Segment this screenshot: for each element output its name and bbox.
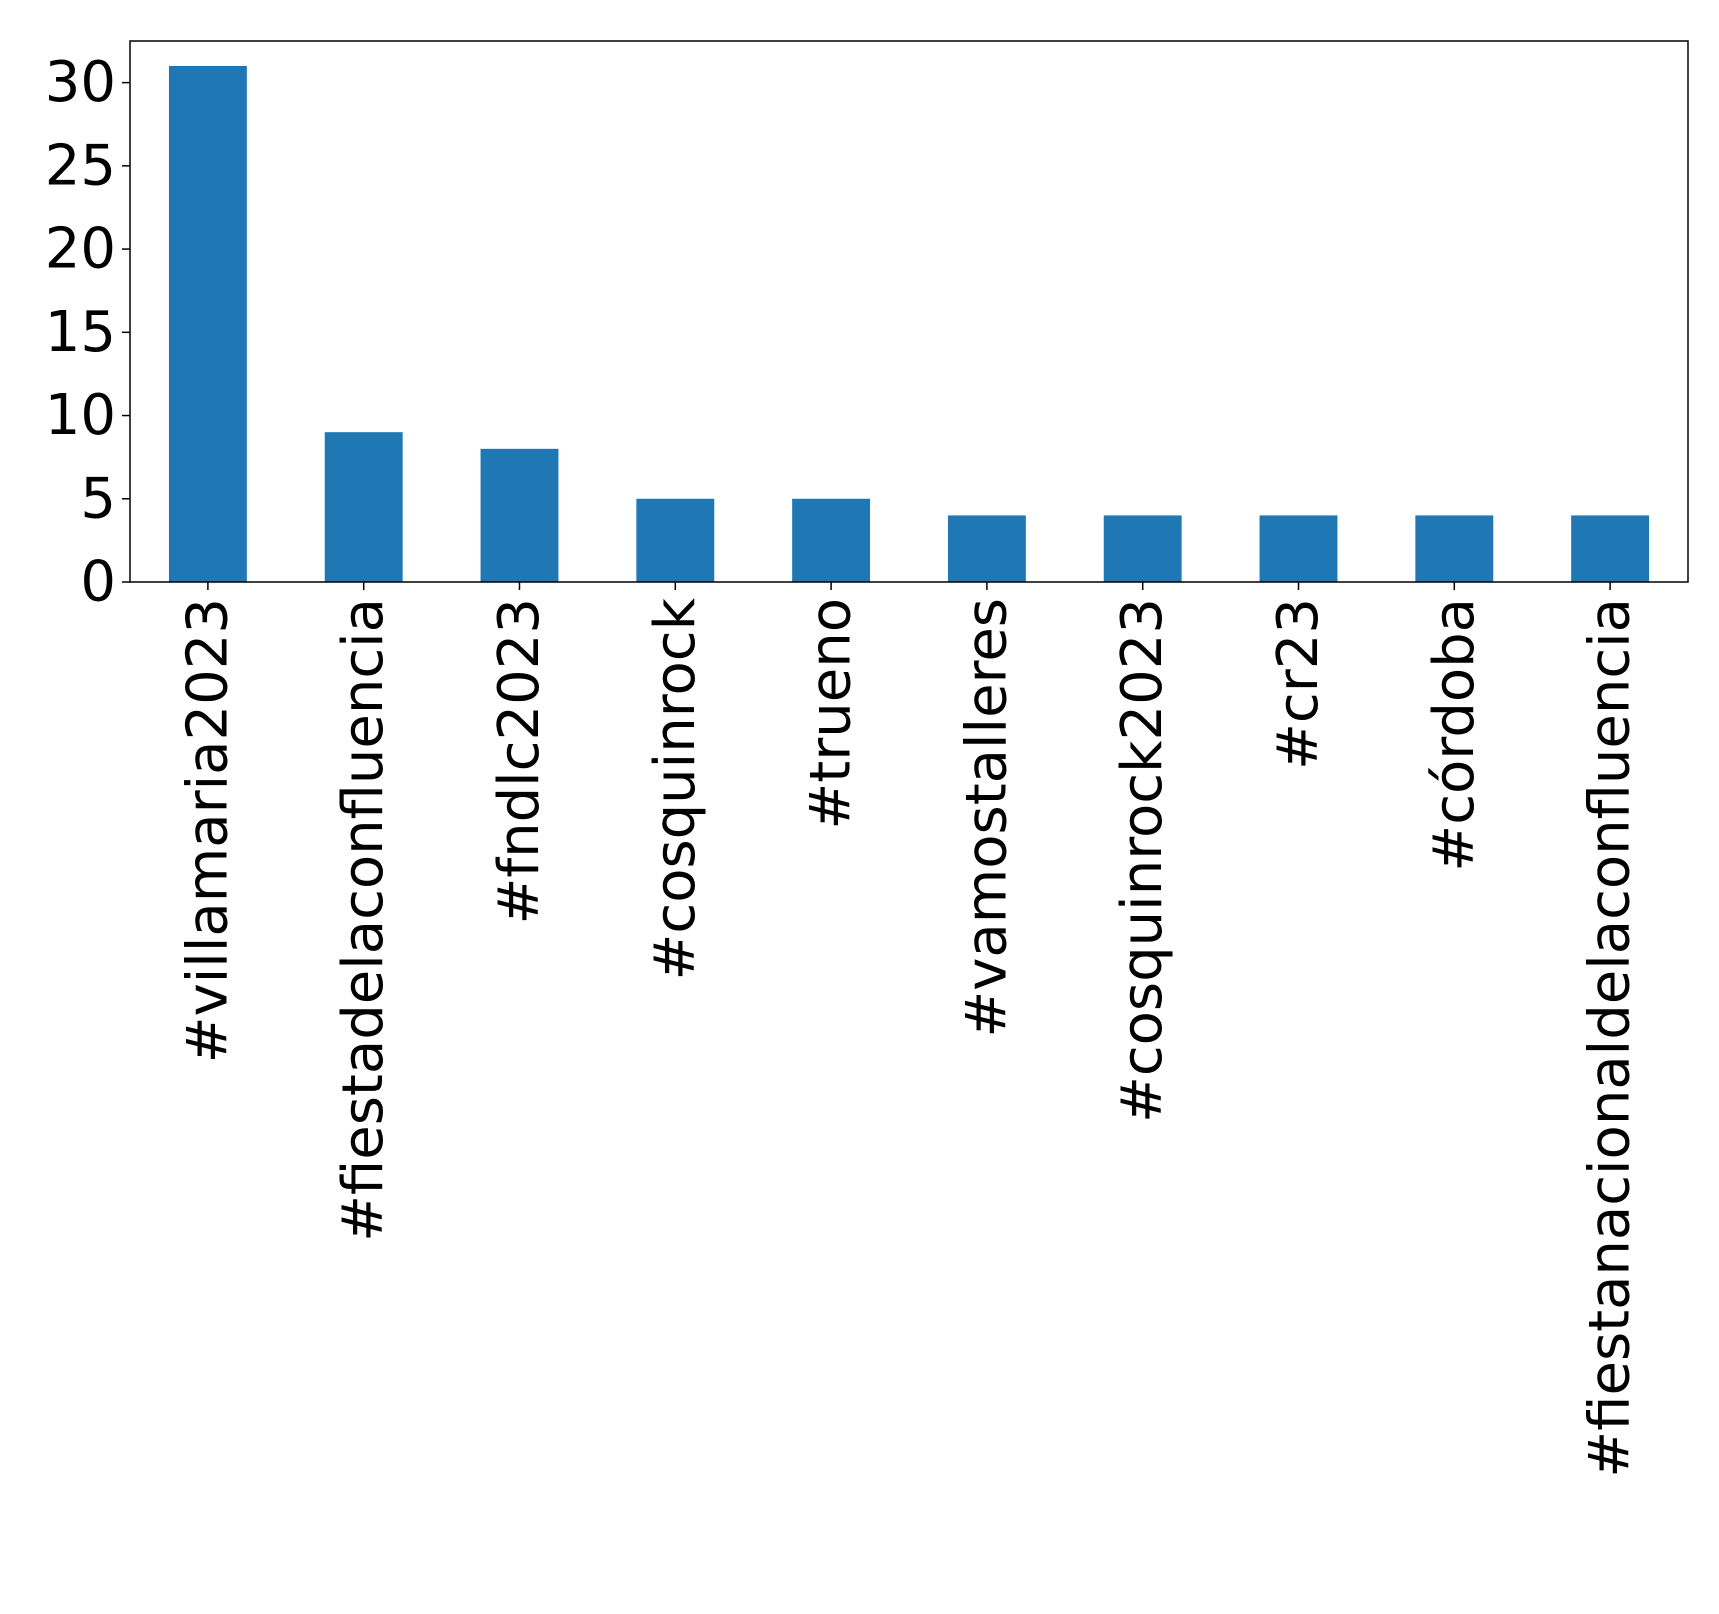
y-axis: 0 5 10 15 20 25 30	[45, 50, 130, 615]
x-axis: #villamaria2023 #fiestadelaconfluencia #fn…	[175, 582, 1643, 1478]
bar-fiestanacionaldelaconfluencia	[1571, 515, 1650, 582]
bar-trueno	[792, 498, 871, 582]
bar-fiestadelaconfluencia	[324, 432, 403, 582]
x-tick-label-cr23: #cr23	[1266, 598, 1331, 770]
bar-cosquinrock	[636, 498, 715, 582]
bars-layer	[168, 65, 1650, 582]
x-tick-label-fiestanacionaldelaconfluencia: #fiestanacionaldelaconfluencia	[1578, 598, 1643, 1478]
bar-cr23	[1259, 515, 1338, 582]
bar-c-rdoba	[1415, 515, 1494, 582]
x-tick-label-fiestadelaconfluencia: #fiestadelaconfluencia	[331, 598, 396, 1242]
x-tick-label-c-rdoba: #córdoba	[1422, 598, 1487, 872]
y-tick-label: 20	[45, 217, 116, 282]
bar-cosquinrock2023	[1103, 515, 1182, 582]
x-tick-label-fndlc2023: #fndlc2023	[487, 598, 552, 925]
x-tick-label-cosquinrock2023: #cosquinrock2023	[1110, 598, 1175, 1123]
y-tick-label: 30	[45, 50, 116, 115]
x-tick-label-cosquinrock: #cosquinrock	[643, 597, 708, 980]
bar-fndlc2023	[480, 448, 559, 582]
x-tick-label-villamaria2023: #villamaria2023	[175, 598, 240, 1063]
y-tick-label: 15	[45, 300, 116, 365]
bar-villamaria2023	[168, 65, 247, 582]
y-tick-label: 10	[45, 383, 116, 448]
x-tick-label-trueno: #trueno	[799, 598, 864, 830]
x-tick-label-vamostalleres: #vamostalleres	[954, 598, 1019, 1038]
plot-frame	[129, 40, 1689, 583]
y-tick-label: 0	[80, 550, 116, 615]
bar-vamostalleres	[947, 515, 1026, 582]
y-tick-label: 5	[80, 466, 116, 531]
y-tick-label: 25	[45, 133, 116, 198]
